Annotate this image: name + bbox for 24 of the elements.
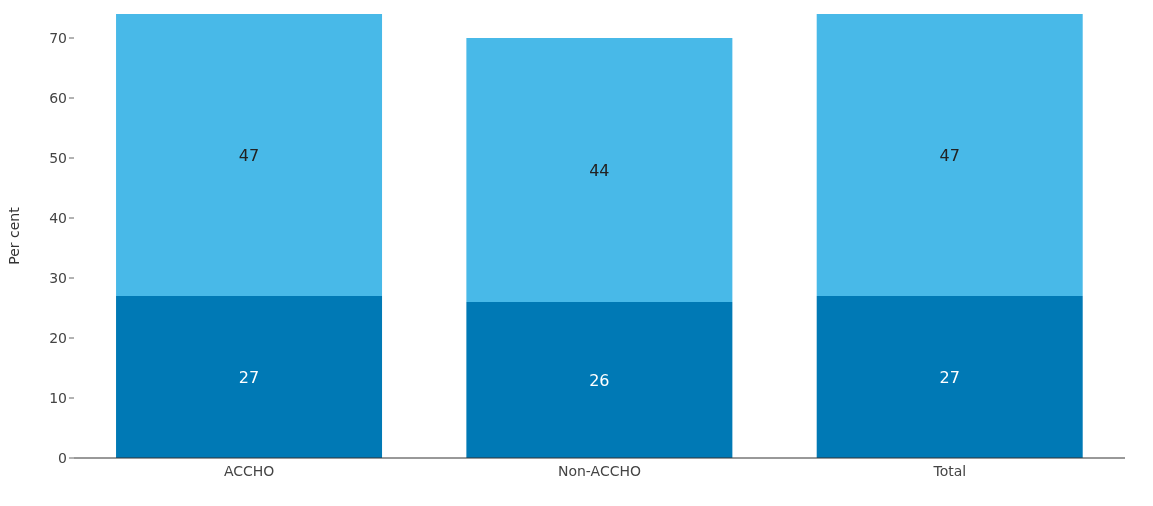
y-tick-label: 20 [49,329,67,346]
y-tick-label: 0 [58,449,67,466]
bar [816,14,1083,296]
y-tick-label: 50 [49,149,67,166]
data-label: 27 [238,367,260,387]
bar [466,302,733,458]
x-tick-label: Non-ACCHO [557,462,642,479]
bar [116,296,383,458]
y-axis-title: Per cent [5,206,22,265]
data-label: 44 [589,160,610,180]
y-tick-label: 10 [49,389,67,406]
bar [116,14,383,296]
x-tick-label: Total [932,462,967,479]
data-label: 47 [939,145,960,165]
y-tick-label: 60 [49,89,67,106]
y-tick-label: 30 [49,269,67,286]
x-tick-label: ACCHO [223,462,275,479]
y-tick-label: 70 [49,29,67,46]
data-label: 47 [238,145,260,165]
data-label: 26 [589,370,610,390]
y-tick-label: 40 [49,209,67,226]
bar [466,38,733,302]
bar [816,296,1083,458]
data-label: 27 [939,367,960,387]
